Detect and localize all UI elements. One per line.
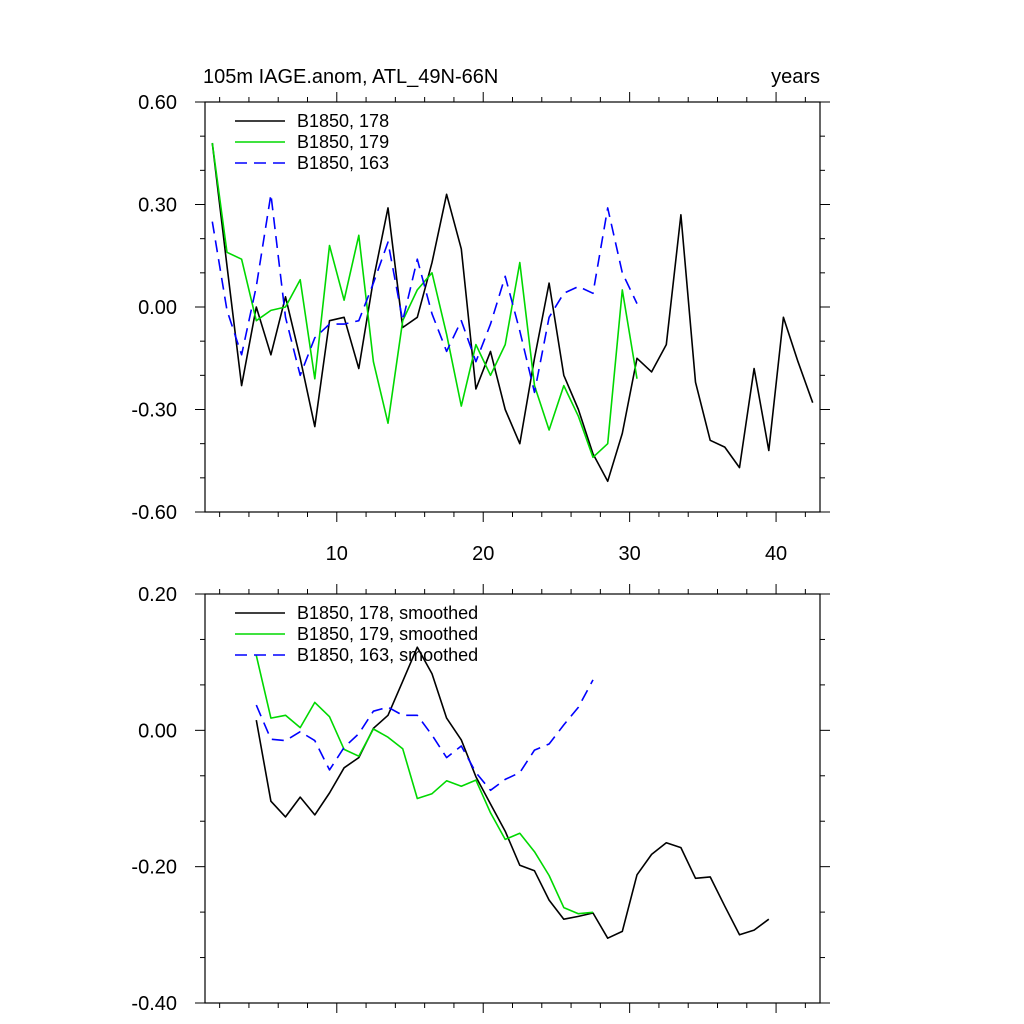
legend-label: B1850, 163, smoothed	[297, 645, 478, 665]
chart-title: 105m IAGE.anom, ATL_49N-66N	[203, 66, 498, 88]
y-tick-label: -0.60	[131, 502, 177, 524]
y-tick-label: 0.00	[138, 297, 177, 319]
top-panel: 10 20 30 40 0.60 0.30 0.00 -0.30 -0.60 B1850, 178…	[131, 92, 830, 565]
series-line	[211, 142, 814, 483]
series-line	[255, 655, 594, 915]
legend-label: B1850, 178, smoothed	[297, 603, 478, 623]
y-tick-label: 0.00	[138, 720, 177, 742]
chart-units-label: years	[771, 66, 820, 88]
legend-label: B1850, 179, smoothed	[297, 624, 478, 644]
legend-label: B1850, 163	[297, 153, 389, 173]
y-tick-label: 0.20	[138, 584, 177, 606]
x-tick-label: 30	[619, 543, 641, 565]
y-tick-label: -0.40	[131, 993, 177, 1015]
series-line	[211, 193, 638, 394]
series-line	[255, 679, 594, 792]
x-tick-label: 10	[326, 543, 348, 565]
legend-label: B1850, 179	[297, 132, 389, 152]
series-line	[211, 142, 638, 459]
x-tick-label: 20	[472, 543, 494, 565]
y-tick-label: -0.30	[131, 400, 177, 422]
y-tick-label: -0.20	[131, 857, 177, 879]
series-line	[255, 646, 770, 940]
legend-label: B1850, 178	[297, 111, 389, 131]
y-tick-label: 0.30	[138, 195, 177, 217]
y-tick-label: 0.60	[138, 92, 177, 114]
x-tick-label: 40	[765, 543, 787, 565]
